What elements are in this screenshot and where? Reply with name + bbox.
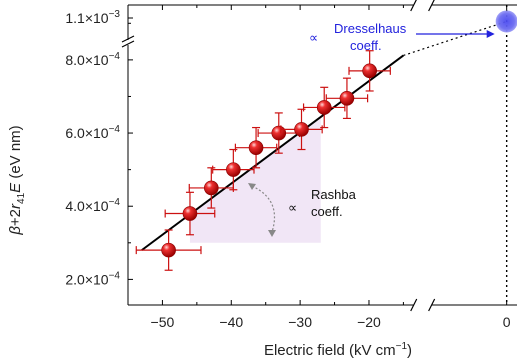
- y-tick-label: 8.0×10−4: [65, 51, 120, 68]
- data-point-group: [325, 77, 369, 120]
- axis-break-mark: [121, 35, 135, 43]
- x-tick-label: −40: [219, 314, 243, 330]
- rashba-arrowhead-bottom: [268, 230, 276, 237]
- axis-break-mark: [428, 0, 435, 12]
- x-tick-label: −50: [151, 314, 175, 330]
- axes-layer: −50 −40 −30 −20 0 2.0×10−4 4.0×10−4 6.0×10−4 8.0…: [65, 0, 517, 330]
- data-point-group: [348, 50, 391, 92]
- data-point-group: [212, 148, 255, 191]
- y-tick-label: 4.0×10−4: [65, 197, 120, 214]
- axis-break-mark: [410, 298, 418, 312]
- rashba-shaded-region: [189, 116, 321, 243]
- dresselhaus-label-line1: Dresselhaus: [334, 21, 407, 36]
- dresselhaus-arrowhead: [486, 30, 495, 38]
- y-axis-title: β+2r41E (eV nm): [7, 125, 27, 235]
- x-tick-label: 0: [503, 314, 511, 330]
- rashba-arrowhead-top: [248, 183, 256, 190]
- data-point-marker: [248, 140, 264, 155]
- rashba-label-line1: Rashba: [311, 187, 357, 202]
- data-point-group: [280, 108, 323, 151]
- y-tick-label-break: 1.1×10−3: [65, 9, 120, 26]
- y-tick-label: 6.0×10−4: [65, 124, 120, 141]
- x-tick-label: −30: [288, 314, 312, 330]
- data-point-marker: [226, 162, 241, 177]
- data-point-group: [135, 229, 202, 271]
- axis-break-mark: [410, 0, 417, 12]
- y-tick-label: 2.0×10−4: [65, 270, 120, 287]
- dresselhaus-intercept-marker: [495, 10, 517, 33]
- axis-break-mark: [121, 40, 135, 48]
- annotation-layer: ∝ Dresselhaus coeff. ∝ Rashba coeff.: [248, 21, 495, 237]
- data-layer: [135, 5, 517, 305]
- axis-break-mark: [428, 298, 436, 312]
- rashba-region-layer: [189, 116, 321, 243]
- dresselhaus-symbol: ∝: [309, 30, 318, 45]
- data-point-marker: [182, 206, 198, 221]
- data-point-group: [188, 167, 234, 209]
- data-point-marker: [294, 122, 309, 137]
- fit-extrapolation-dotted: [403, 20, 507, 57]
- rashba-label-line2: coeff.: [311, 204, 343, 219]
- data-point-marker: [271, 125, 287, 141]
- data-point-marker: [161, 242, 176, 258]
- rashba-symbol: ∝: [288, 200, 297, 215]
- data-point-group: [302, 86, 346, 129]
- data-point-marker: [204, 180, 219, 196]
- data-point-marker: [316, 100, 332, 115]
- x-axis-title: Electric field (kV cm−1): [264, 341, 412, 359]
- data-point-marker: [339, 90, 355, 106]
- dresselhaus-label-line2: coeff.: [350, 38, 382, 53]
- x-tick-label: −20: [357, 314, 381, 330]
- data-point-group: [234, 126, 278, 169]
- rashba-curved-arrow: [251, 185, 276, 233]
- data-point-group: [164, 191, 216, 236]
- data-point-marker: [362, 63, 377, 79]
